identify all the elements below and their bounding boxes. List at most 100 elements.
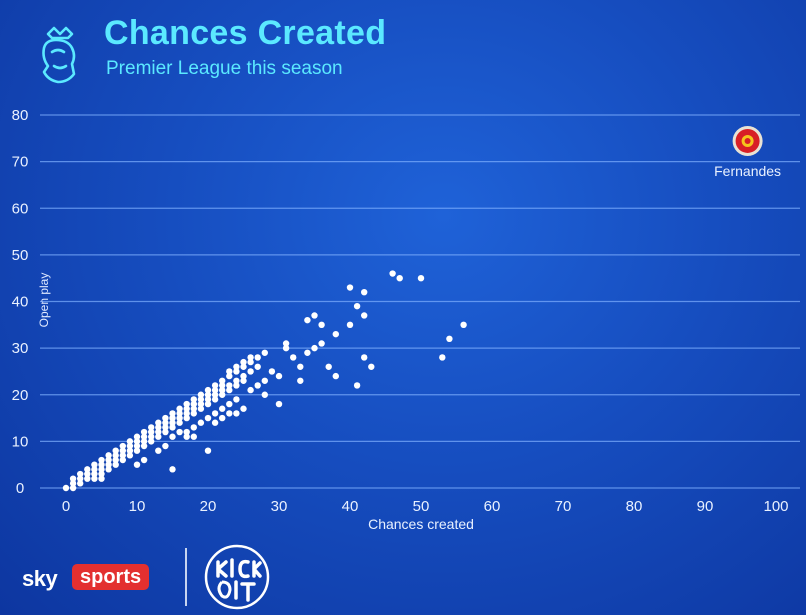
y-tick-label-0: 0: [16, 480, 24, 497]
data-point-70: [140, 442, 148, 450]
data-point-35: [183, 400, 190, 408]
data-point-123: [204, 447, 212, 454]
data-point-4: [77, 475, 84, 482]
sky-wordmark: sky: [22, 566, 58, 591]
x-tick-label-40: 40: [342, 498, 359, 515]
data-point-36: [190, 400, 197, 408]
data-point-149: [346, 321, 354, 329]
data-point-34: [183, 405, 190, 412]
y-axis-label: Open play: [37, 273, 51, 328]
data-point-24: [148, 433, 155, 440]
data-point-107: [162, 442, 169, 450]
data-point-55: [77, 470, 84, 478]
data-point-154: [361, 354, 368, 361]
data-point-146: [325, 363, 332, 370]
data-point-122: [169, 466, 176, 473]
data-point-153: [361, 312, 368, 319]
data-point-43: [211, 382, 219, 389]
data-point-114: [204, 414, 212, 422]
data-point-103: [98, 475, 105, 482]
data-point-152: [353, 302, 361, 310]
data-point-121: [261, 377, 268, 384]
data-point-80: [176, 419, 183, 426]
x-tick-label-20: 20: [200, 498, 217, 515]
data-point-29: [162, 419, 169, 426]
data-point-159: [417, 274, 425, 282]
data-point-100: [247, 368, 254, 375]
y-tick-label-20: 20: [12, 387, 29, 404]
data-point-75: [155, 419, 162, 426]
y-tick-label-70: 70: [12, 154, 29, 171]
data-point-128: [226, 410, 233, 417]
x-axis-ticks: 0 10 20 30 40 50 60 70 80 90 100: [62, 498, 789, 515]
data-point-161: [446, 335, 453, 342]
premier-league-lion-icon: [42, 26, 76, 84]
data-point-147: [332, 372, 339, 380]
data-point-47: [226, 368, 233, 375]
y-axis-ticks: 0 10 20 30 40 50 60 70 80: [12, 107, 29, 497]
footer-branding: sky sports: [0, 530, 806, 615]
data-point-39: [197, 391, 205, 398]
data-point-141: [304, 316, 311, 324]
data-point-109: [176, 428, 183, 436]
data-point-64: [119, 456, 127, 464]
data-point-134: [275, 372, 283, 380]
data-point-42: [211, 386, 219, 394]
data-point-74: [155, 433, 162, 440]
data-point-8: [91, 466, 98, 473]
kick-it-out-logo-icon: [204, 544, 270, 610]
data-point-5: [84, 475, 91, 482]
data-point-62: [112, 461, 119, 468]
sports-badge: sports: [72, 564, 150, 590]
data-point-44: [219, 382, 226, 389]
data-point-61: [105, 452, 112, 459]
data-point-99: [240, 377, 247, 384]
data-point-87: [197, 400, 205, 408]
data-point-20: [133, 442, 141, 450]
data-point-83: [183, 410, 190, 417]
data-point-133: [275, 400, 283, 408]
data-point-130: [261, 349, 268, 356]
data-point-25: [148, 428, 155, 436]
x-tick-label-30: 30: [271, 498, 288, 515]
data-point-30: [169, 419, 176, 426]
data-point-110: [183, 428, 190, 436]
data-point-125: [211, 419, 219, 426]
x-tick-label-80: 80: [626, 498, 643, 515]
data-point-120: [254, 382, 261, 389]
data-point-12: [105, 461, 112, 468]
data-point-84: [190, 410, 197, 417]
data-point-96: [233, 382, 240, 389]
x-tick-label-70: 70: [555, 498, 572, 515]
data-point-18: [126, 447, 134, 454]
data-point-98: [240, 372, 247, 380]
data-point-37: [190, 396, 197, 403]
data-point-138: [297, 377, 304, 384]
data-point-7: [91, 470, 98, 478]
data-point-157: [389, 270, 396, 277]
x-tick-label-10: 10: [129, 498, 146, 515]
data-point-105: [140, 456, 148, 464]
logo-divider: [185, 548, 187, 606]
data-point-151: [353, 382, 361, 389]
data-points: [62, 270, 467, 492]
data-point-126: [219, 414, 226, 422]
data-point-140: [304, 349, 311, 356]
data-point-26: [155, 428, 162, 436]
data-point-102: [254, 354, 261, 361]
data-point-97: [233, 377, 240, 384]
x-tick-label-60: 60: [484, 498, 501, 515]
data-point-115: [211, 410, 219, 417]
highlight-label-fernandes: Fernandes: [714, 163, 781, 179]
data-point-129: [233, 410, 240, 417]
data-point-66: [126, 452, 134, 459]
data-point-135: [282, 340, 290, 347]
data-point-49: [233, 363, 240, 370]
data-point-108: [169, 433, 176, 440]
data-point-32: [176, 414, 183, 422]
data-point-11: [98, 470, 105, 478]
data-point-31: [169, 414, 176, 422]
data-point-21: [133, 438, 141, 445]
y-tick-label-50: 50: [12, 247, 29, 264]
